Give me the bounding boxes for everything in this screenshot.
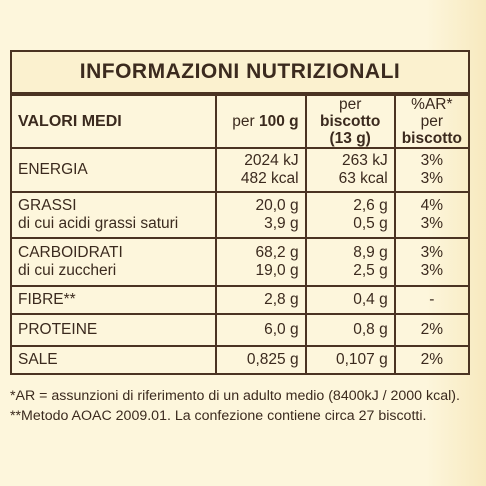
nutrition-table: VALORI MEDI per 100 g per biscotto (13 g)…	[10, 94, 471, 375]
row-label: FIBRE**	[10, 285, 217, 315]
value-per-100g: 6,0 g	[214, 313, 307, 347]
value-per-biscuit: 0,8 g	[304, 313, 396, 347]
header-label: VALORI MEDI	[10, 94, 217, 149]
table-header-row: VALORI MEDI per 100 g per biscotto (13 g)…	[10, 94, 471, 149]
value-per-biscuit: 0,107 g	[304, 345, 396, 375]
value-ar: 2%	[393, 345, 471, 375]
value-per-biscuit: 263 kJ 63 kcal	[304, 147, 396, 193]
value-per-100g: 68,2 g 19,0 g	[214, 237, 307, 287]
value-per-100g: 20,0 g 3,9 g	[214, 191, 307, 239]
value-ar: 3% 3%	[393, 147, 471, 193]
nutrition-title-box: INFORMAZIONI NUTRIZIONALI	[10, 50, 470, 94]
table-row-sale: SALE 0,825 g 0,107 g 2%	[10, 345, 471, 375]
footnote-ar: *AR = assunzioni di riferimento di un ad…	[10, 388, 460, 404]
footnotes: *AR = assunzioni di riferimento di un ad…	[10, 386, 480, 426]
row-label: PROTEINE	[10, 313, 217, 347]
value-per-biscuit: 2,6 g 0,5 g	[304, 191, 396, 239]
header-per-biscuit: per biscotto (13 g)	[304, 94, 396, 149]
value-per-biscuit: 8,9 g 2,5 g	[304, 237, 396, 287]
row-label: GRASSI di cui acidi grassi saturi	[10, 191, 217, 239]
table-row-proteine: PROTEINE 6,0 g 0,8 g 2%	[10, 313, 471, 347]
value-per-100g: 2,8 g	[214, 285, 307, 315]
header-per-100g: per 100 g	[214, 94, 307, 149]
footnote-method: **Metodo AOAC 2009.01. La confezione con…	[10, 408, 427, 424]
table-row-fibre: FIBRE** 2,8 g 0,4 g -	[10, 285, 471, 315]
value-ar: 3% 3%	[393, 237, 471, 287]
value-ar: 4% 3%	[393, 191, 471, 239]
value-ar: -	[393, 285, 471, 315]
value-ar: 2%	[393, 313, 471, 347]
row-label: CARBOIDRATI di cui zuccheri	[10, 237, 217, 287]
value-per-100g: 0,825 g	[214, 345, 307, 375]
row-label: SALE	[10, 345, 217, 375]
table-row-energia: ENERGIA 2024 kJ 482 kcal 263 kJ 63 kcal 3%…	[10, 147, 471, 193]
header-ar: %AR* per biscotto	[393, 94, 471, 149]
value-per-100g: 2024 kJ 482 kcal	[214, 147, 307, 193]
page-title: INFORMAZIONI NUTRIZIONALI	[79, 60, 401, 83]
row-label: ENERGIA	[10, 147, 217, 193]
table-row-carboidrati: CARBOIDRATI di cui zuccheri 68,2 g 19,0 g …	[10, 237, 471, 287]
value-per-biscuit: 0,4 g	[304, 285, 396, 315]
